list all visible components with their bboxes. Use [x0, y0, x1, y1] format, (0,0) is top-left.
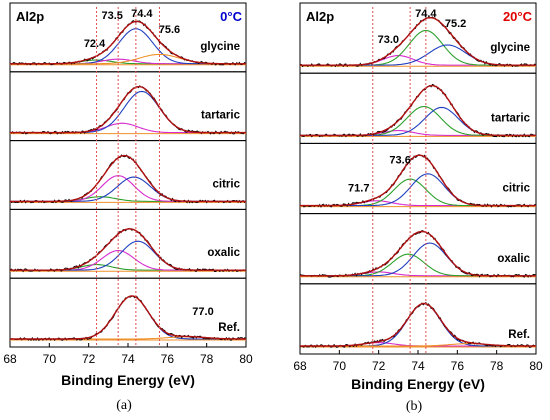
fit-envelope	[10, 20, 246, 65]
peak-label: 74.4	[415, 8, 437, 20]
fit-envelope	[300, 230, 536, 277]
fit-component-1	[300, 178, 536, 207]
peak-label: 74.4	[131, 8, 153, 20]
subplot-glycine: glycine	[9, 2, 247, 73]
subplot-frame	[9, 140, 247, 210]
x-tick-label: 70	[333, 359, 347, 373]
fit-envelope	[10, 295, 246, 340]
fit-component-1	[300, 303, 536, 347]
subfigure-label: (a)	[116, 398, 132, 413]
panel-b: glycine tartaric citric oxalic Ref. Al2p 20°C 7…	[293, 2, 543, 414]
fit-envelope	[10, 85, 246, 134]
subplot-ref: Ref.	[299, 283, 537, 355]
x-tick-label: 76	[161, 352, 175, 366]
subplot-frame	[299, 213, 537, 285]
peak-label: 71.7	[348, 182, 369, 194]
sample-label: tartaric	[201, 110, 241, 122]
subplot-citric: citric	[299, 142, 537, 215]
x-tick-label: 68	[3, 352, 17, 366]
fit-component-0	[10, 196, 246, 202]
fit-component-1	[10, 175, 246, 202]
sample-label: glycine	[490, 42, 530, 54]
sample-label: Ref.	[508, 329, 530, 341]
peak-label: 73.5	[101, 10, 122, 22]
sample-label: glycine	[200, 41, 240, 53]
x-tick-label: 72	[372, 359, 386, 373]
subplot-tartaric: tartaric	[299, 72, 537, 144]
peak-label: 73.0	[378, 34, 399, 46]
subplot-frame	[9, 208, 247, 279]
x-tick-label: 74	[411, 359, 425, 373]
fit-component-2	[300, 173, 536, 207]
peak-label: 72.4	[84, 38, 106, 50]
experimental-line	[9, 295, 247, 342]
subplot-ref: Ref.	[9, 277, 247, 348]
x-tick-label: 80	[239, 352, 253, 366]
x-tick-label: 72	[82, 352, 96, 366]
experimental-line	[299, 301, 537, 349]
experimental-line	[300, 154, 537, 208]
subfigure-label: (b)	[406, 399, 423, 414]
x-tick-label: 70	[43, 352, 57, 366]
sample-label: citric	[503, 183, 531, 195]
fit-envelope	[10, 154, 246, 203]
peak-label: 77.0	[192, 306, 213, 318]
element-label: Al2p	[16, 9, 44, 24]
subplot-frame	[9, 71, 247, 142]
x-axis-label: Binding Energy (eV)	[61, 372, 195, 388]
x-tick-label: 78	[200, 352, 214, 366]
temperature-label: 20°C	[503, 9, 533, 24]
sample-label: oxalic	[207, 247, 240, 259]
subplot-oxalic: oxalic	[9, 208, 247, 279]
peak-label: 75.6	[159, 24, 180, 36]
x-tick-label: 74	[121, 352, 135, 366]
panel-a: glycine tartaric citric oxalic Ref. Al2p 0°C 72…	[3, 2, 253, 413]
subplot-tartaric: tartaric	[9, 71, 247, 142]
experimental-line	[299, 83, 537, 138]
sample-label: citric	[213, 178, 241, 190]
peak-label: 73.6	[389, 154, 410, 166]
sample-label: Ref.	[218, 322, 240, 334]
subplot-citric: citric	[9, 140, 247, 210]
experimental-line	[9, 20, 247, 66]
subplot-frame	[299, 283, 537, 355]
element-label: Al2p	[306, 9, 334, 24]
x-tick-label: 78	[490, 359, 504, 373]
fit-component-0	[10, 122, 246, 134]
x-axis-label: Binding Energy (eV)	[351, 376, 485, 392]
fit-envelope	[300, 154, 536, 207]
sample-label: oxalic	[497, 253, 530, 265]
fit-envelope	[300, 84, 536, 137]
peak-label: 75.2	[445, 18, 466, 30]
temperature-label: 0°C	[220, 9, 242, 24]
x-tick-label: 80	[529, 359, 543, 373]
x-tick-label: 76	[451, 359, 465, 373]
fit-envelope	[10, 228, 246, 271]
fit-envelope	[300, 16, 536, 66]
sample-label: tartaric	[491, 112, 531, 124]
fit-envelope	[300, 302, 536, 347]
subplot-oxalic: oxalic	[299, 213, 537, 285]
x-tick-label: 68	[293, 359, 307, 373]
